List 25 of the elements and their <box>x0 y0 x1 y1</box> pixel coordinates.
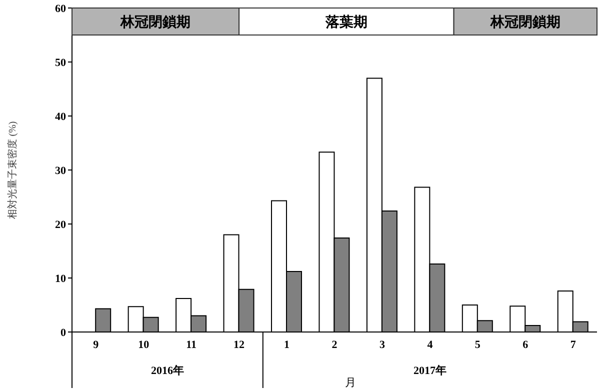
x-tick-label: 11 <box>186 338 197 351</box>
x-tick-label: 10 <box>138 338 150 351</box>
x-tick-label: 3 <box>379 338 386 351</box>
y-tick-label: 60 <box>55 2 66 15</box>
y-tick-label: 20 <box>55 218 66 231</box>
x-axis-title: 月 <box>345 377 356 389</box>
annotation: 林冠閉鎖期 <box>120 14 191 30</box>
annotation: 林冠閉鎖期 <box>489 14 560 30</box>
x-tick-label: 2 <box>332 338 338 351</box>
y-tick-label: 50 <box>55 56 66 69</box>
annotation: 落葉期 <box>324 14 368 30</box>
y-tick-label: 40 <box>55 110 66 123</box>
x-tick-label: 9 <box>93 338 100 351</box>
y-tick-label: 30 <box>55 164 66 177</box>
y-tick-label: 0 <box>60 326 66 339</box>
x-tick-label: 12 <box>234 338 246 351</box>
text: 2016年 <box>150 364 184 377</box>
y-axis-title: 相対光量子束密度 (%) <box>6 121 19 219</box>
x-tick-label: 6 <box>522 338 529 351</box>
x-tick-label: 4 <box>427 338 434 351</box>
y-tick-label: 10 <box>55 272 66 285</box>
text: 2017年 <box>413 364 446 377</box>
x-tick-label: 7 <box>570 338 576 351</box>
x-tick-label: 5 <box>474 338 481 351</box>
x-tick-label: 1 <box>284 338 290 351</box>
